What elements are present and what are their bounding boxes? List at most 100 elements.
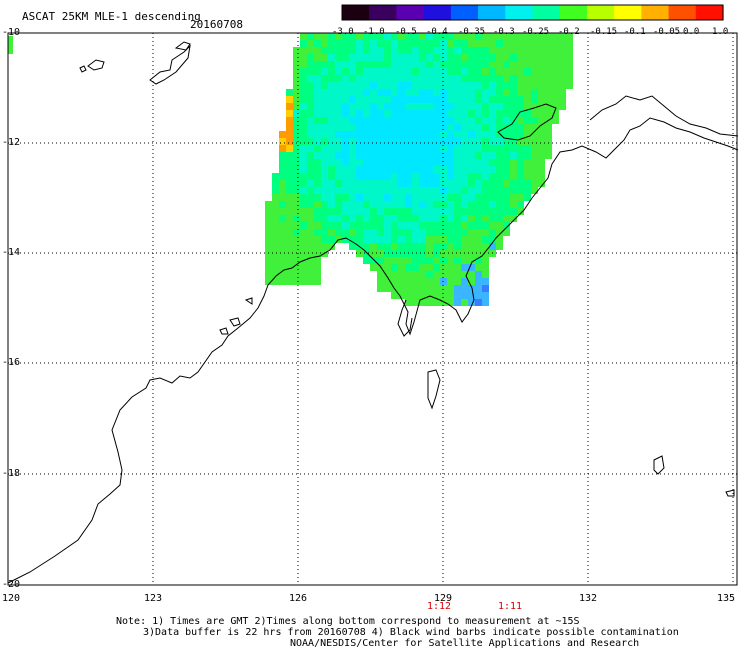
swath-cell <box>398 40 405 47</box>
swath-cell <box>412 229 419 236</box>
swath-cell <box>398 229 405 236</box>
swath-cell <box>510 82 517 89</box>
swath-cell <box>286 89 293 96</box>
swath-cell <box>307 61 314 68</box>
swath-cell <box>349 138 356 145</box>
swath-cell <box>482 187 489 194</box>
swath-cell <box>419 110 426 117</box>
swath-cell <box>531 152 538 159</box>
swath-cell <box>300 117 307 124</box>
swath-cell <box>356 103 363 110</box>
swath-cell <box>335 215 342 222</box>
note-line-1: Note: 1) Times are GMT 2)Times along bot… <box>116 616 580 627</box>
swath-cell <box>356 96 363 103</box>
swath-cell <box>293 229 300 236</box>
swath-cell <box>405 145 412 152</box>
swath-cell <box>559 89 566 96</box>
swath-cell <box>440 40 447 47</box>
time-mark: 1:11 <box>498 601 523 612</box>
swath-cell <box>461 271 468 278</box>
swath-cell <box>335 187 342 194</box>
swath-cell <box>342 138 349 145</box>
swath-cell <box>328 208 335 215</box>
swath-cell <box>384 117 391 124</box>
swath-cell <box>342 61 349 68</box>
swath-cell <box>531 103 538 110</box>
swath-cell <box>538 82 545 89</box>
swath-cell <box>384 264 391 271</box>
swath-cell <box>391 61 398 68</box>
swath-cell <box>398 124 405 131</box>
swath-cell <box>314 166 321 173</box>
swath-cell <box>419 222 426 229</box>
swath-cell <box>349 124 356 131</box>
swath-cell <box>377 236 384 243</box>
swath-cell <box>328 180 335 187</box>
swath-cell <box>433 215 440 222</box>
swath-cell <box>370 180 377 187</box>
swath-cell <box>482 96 489 103</box>
swath-cell <box>412 208 419 215</box>
swath-cell <box>398 250 405 257</box>
swath-cell <box>489 131 496 138</box>
swath-cell <box>538 96 545 103</box>
swath-cell <box>524 131 531 138</box>
colorbar-swatch <box>614 5 642 20</box>
colorbar-label: -0.05 <box>653 27 681 37</box>
swath-cell <box>419 152 426 159</box>
swath-cell <box>293 117 300 124</box>
swath-cell <box>370 201 377 208</box>
swath-cell <box>545 96 552 103</box>
swath-cell <box>363 103 370 110</box>
swath-cell <box>356 33 363 40</box>
swath-cell <box>433 166 440 173</box>
swath-cell <box>279 208 286 215</box>
swath-cell <box>286 250 293 257</box>
swath-cell <box>447 40 454 47</box>
swath-cell <box>475 117 482 124</box>
swath-cell <box>503 33 510 40</box>
swath-cell <box>531 159 538 166</box>
swath-cell <box>314 236 321 243</box>
swath-cell <box>461 61 468 68</box>
swath-cell <box>454 117 461 124</box>
swath-cell <box>496 54 503 61</box>
swath-cell <box>300 180 307 187</box>
swath-cell <box>440 47 447 54</box>
swath-cell <box>433 257 440 264</box>
swath-cell <box>265 271 272 278</box>
swath-cell <box>482 229 489 236</box>
swath-cell <box>475 33 482 40</box>
swath-cell <box>461 103 468 110</box>
swath-cell <box>496 117 503 124</box>
swath-cell <box>286 131 293 138</box>
swath-cell <box>426 285 433 292</box>
swath-cell <box>370 173 377 180</box>
swath-cell <box>377 138 384 145</box>
swath-cell <box>286 152 293 159</box>
swath-cell <box>370 110 377 117</box>
swath-cell <box>566 33 573 40</box>
swath-cell <box>335 138 342 145</box>
swath-cell <box>538 47 545 54</box>
swath-cell <box>531 61 538 68</box>
swath-cell <box>447 285 454 292</box>
swath-cell <box>468 201 475 208</box>
swath-cell <box>377 117 384 124</box>
swath-cell <box>335 117 342 124</box>
swath-cell <box>496 187 503 194</box>
swath-cell <box>391 229 398 236</box>
swath-cell <box>370 124 377 131</box>
swath-cell <box>454 201 461 208</box>
swath-cell <box>440 208 447 215</box>
swath-cell <box>328 166 335 173</box>
swath-cell <box>426 159 433 166</box>
swath-cell <box>454 159 461 166</box>
swath-cell <box>426 82 433 89</box>
swath-cell <box>286 257 293 264</box>
swath-cell <box>419 117 426 124</box>
swath-cell <box>510 208 517 215</box>
swath-cell <box>489 117 496 124</box>
swath-cell <box>384 54 391 61</box>
swath-cell <box>426 33 433 40</box>
